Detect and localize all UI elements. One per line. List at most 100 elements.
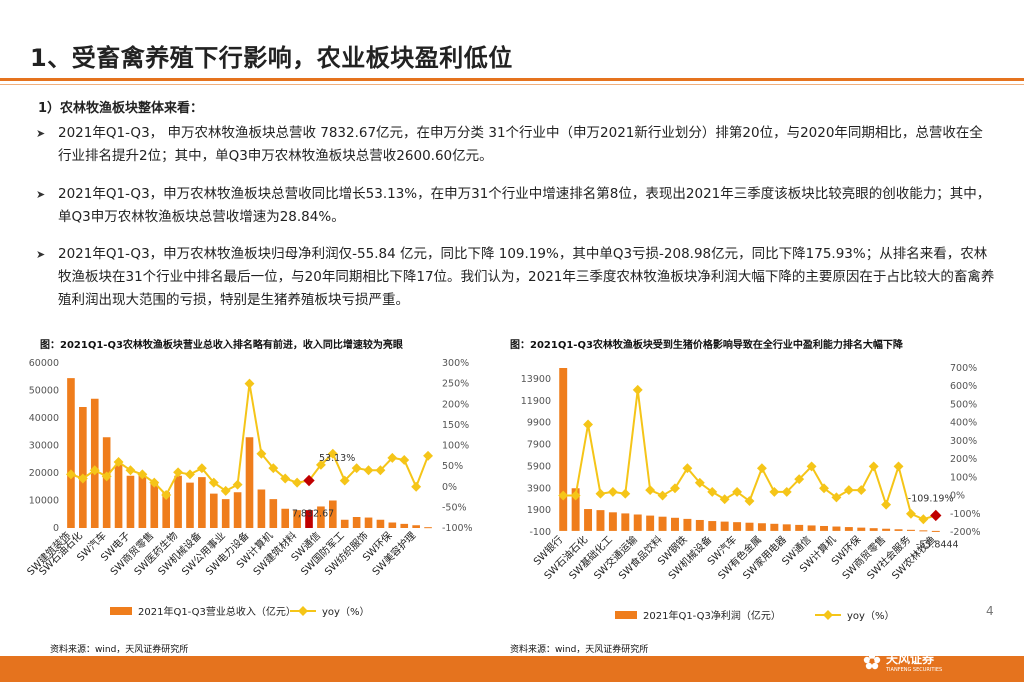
arrow-bullet-icon: ➤	[36, 188, 46, 201]
bar	[269, 499, 278, 528]
bar	[770, 523, 779, 531]
yoy-point	[595, 488, 606, 499]
yoy-point	[645, 485, 656, 496]
y2-tick-label: 600%	[950, 381, 977, 392]
bar	[919, 530, 928, 532]
y2-tick-label: -100%	[950, 509, 981, 520]
y-tick-label: 20000	[29, 468, 59, 479]
bar	[233, 492, 242, 528]
yoy-point	[411, 481, 422, 492]
yoy-point	[244, 378, 255, 389]
yoy-point	[208, 477, 219, 488]
yoy-point	[657, 490, 668, 501]
bar	[293, 510, 301, 528]
yoy-point	[744, 496, 755, 506]
bar	[388, 522, 397, 528]
legend-marker	[298, 606, 308, 616]
y-tick-label: 5900	[527, 461, 551, 472]
yoy-point	[893, 461, 904, 472]
yoy-point	[196, 463, 207, 474]
logo-subtext: TIANFENG SECURITIES	[886, 667, 943, 673]
bar	[79, 407, 87, 528]
yoy-point	[185, 469, 195, 480]
bullet-3: ➤ 2021年Q1-Q3，申万农林牧渔板块归母净利润仅-55.84 亿元，同比下…	[36, 243, 996, 312]
bar	[745, 522, 754, 531]
yoy-point	[670, 483, 680, 494]
bar	[174, 475, 182, 528]
yoy-point	[583, 419, 593, 430]
yoy-point	[292, 477, 303, 488]
page-number: 4	[986, 604, 994, 618]
bar	[400, 523, 409, 528]
bar	[807, 525, 816, 531]
y2-tick-label: 250%	[442, 379, 469, 390]
bar	[317, 506, 325, 528]
yoy-point	[632, 384, 643, 395]
y-tick-label: 9900	[527, 418, 551, 429]
bar	[844, 527, 853, 531]
yoy-point	[161, 490, 172, 500]
bar	[198, 477, 206, 528]
legend-label: yoy（%）	[322, 606, 369, 618]
bar	[683, 518, 692, 531]
y2-tick-label: 100%	[442, 441, 469, 452]
bar	[894, 529, 903, 531]
y2-tick-label: 500%	[950, 399, 977, 410]
bar	[162, 492, 170, 528]
arrow-bullet-icon: ➤	[36, 127, 46, 140]
bar	[209, 493, 218, 528]
legend-marker	[823, 610, 833, 620]
yoy-point	[220, 485, 231, 496]
y2-tick-label: 700%	[950, 363, 977, 374]
bar	[757, 523, 766, 531]
y2-tick-label: -200%	[950, 527, 981, 538]
bar	[608, 512, 617, 531]
yoy-point-highlight	[930, 509, 942, 522]
bar	[257, 489, 266, 528]
bar	[869, 528, 878, 531]
yoy-point	[868, 461, 879, 472]
bar	[857, 527, 866, 531]
y-tick-label: 30000	[29, 441, 59, 452]
y-tick-label: -100	[529, 527, 551, 538]
yoy-point	[843, 485, 854, 496]
bar	[281, 508, 290, 528]
yoy-point	[719, 494, 730, 505]
data-label: 53.13%	[319, 453, 355, 464]
y-tick-label: 13900	[521, 374, 551, 385]
yoy-point	[173, 467, 184, 478]
y-tick-label: 7900	[527, 440, 551, 451]
footer-strip	[0, 636, 1024, 656]
data-label: 7,832.67	[292, 508, 334, 519]
bar	[424, 527, 432, 529]
yoy-point	[423, 450, 433, 461]
legend-swatch-bar	[615, 611, 637, 619]
y2-tick-label: 0%	[442, 482, 457, 493]
bar	[221, 499, 230, 528]
bar	[340, 519, 349, 528]
y2-tick-label: 100%	[950, 472, 977, 483]
bar	[364, 517, 373, 528]
y-tick-label: 40000	[29, 413, 59, 424]
legend-label: 2021年Q1-Q3营业总收入（亿元）	[138, 605, 296, 618]
bar	[733, 522, 742, 531]
flower-logo-icon	[863, 652, 881, 669]
yoy-point	[794, 474, 805, 485]
y2-tick-label: 200%	[442, 399, 469, 410]
chart-2-profit: -100 1900 3900 5900 7900 9900 11900 13900 -200% -…	[521, 363, 981, 622]
y2-tick-label: 400%	[950, 418, 977, 429]
y2-tick-label: 150%	[442, 420, 469, 431]
data-label: -109.19%	[908, 493, 954, 504]
bar	[126, 475, 135, 528]
y2-tick-label: 300%	[950, 436, 977, 447]
y2-tick-label: 300%	[442, 358, 469, 369]
bar	[820, 525, 828, 531]
yoy-point	[918, 514, 929, 525]
bar	[621, 513, 630, 531]
bar	[633, 514, 642, 531]
yoy-point	[570, 490, 581, 501]
yoy-point	[232, 479, 243, 490]
bar	[138, 473, 147, 528]
bar	[150, 481, 159, 528]
yoy-point	[781, 486, 792, 497]
